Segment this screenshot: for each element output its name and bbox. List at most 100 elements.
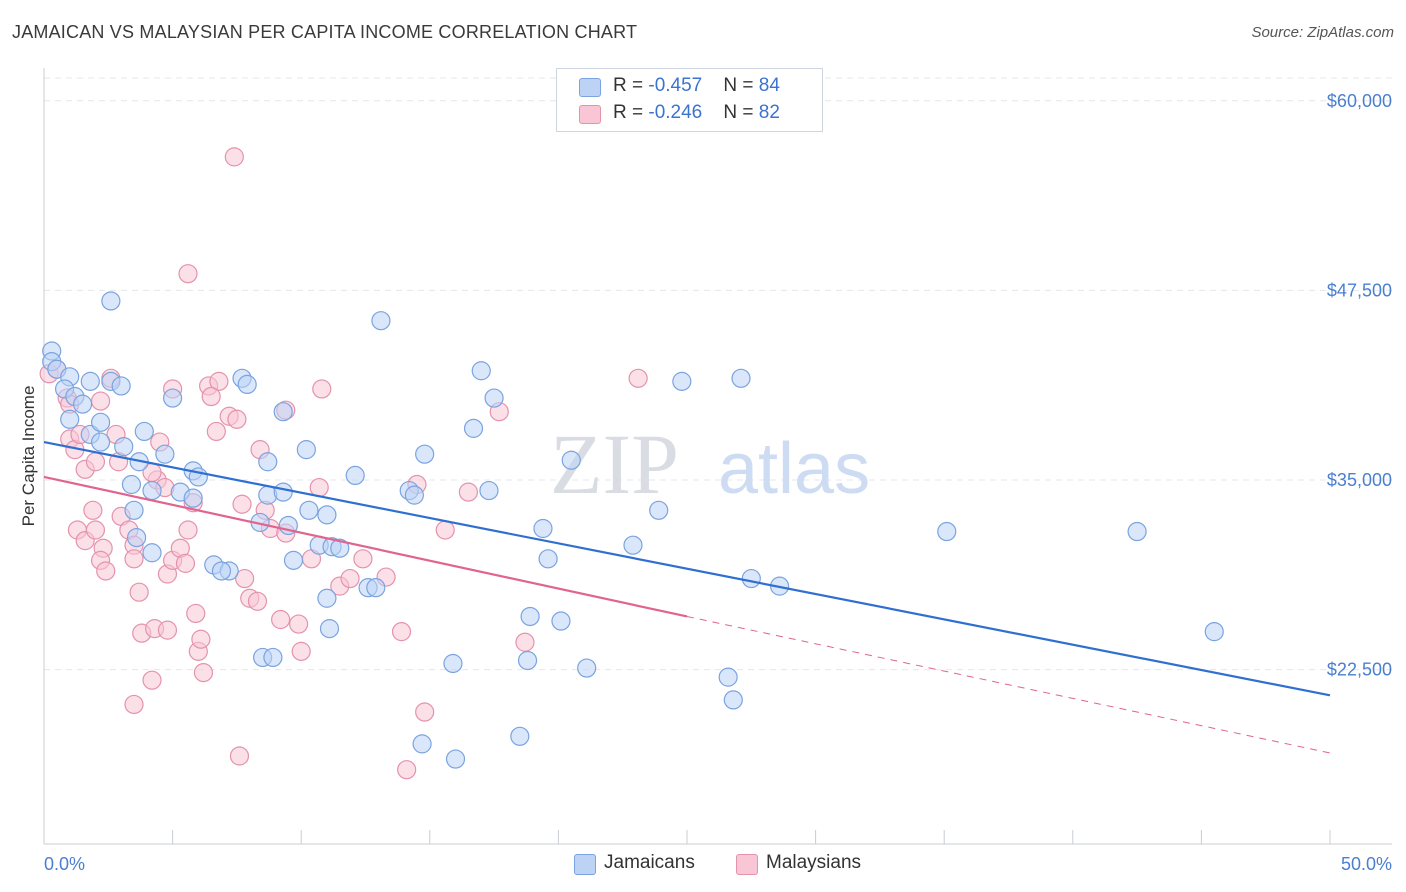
point-jamaicans: [443, 653, 463, 674]
point-malaysians: [124, 694, 144, 715]
trend-line-jamaicans: [43, 440, 1331, 697]
point-jamaicans: [111, 376, 131, 396]
source-label: Source: ZipAtlas.com: [1251, 24, 1394, 41]
legend-swatch-malaysians: [736, 854, 758, 875]
point-malaysians: [96, 561, 116, 581]
point-jamaicans: [445, 749, 466, 769]
legend-n-label: N =: [723, 75, 759, 96]
point-jamaicans: [471, 361, 491, 381]
point-jamaicans: [258, 452, 278, 472]
chart-title: JAMAICAN VS MALAYSIAN PER CAPITA INCOME …: [12, 22, 638, 42]
point-malaysians: [229, 746, 250, 766]
point-malaysians: [247, 591, 268, 611]
point-malaysians: [201, 386, 221, 407]
point-malaysians: [85, 452, 106, 472]
stats-legend: R = -0.457 N = 84 R = -0.246 N = 82: [556, 68, 823, 132]
point-malaysians: [157, 620, 178, 640]
point-malaysians: [312, 379, 332, 399]
point-malaysians: [309, 477, 329, 498]
x-tick-label-min: 0.0%: [44, 854, 85, 874]
point-malaysians: [458, 482, 478, 502]
point-jamaicans: [299, 500, 319, 520]
point-malaysians: [291, 641, 311, 661]
point-jamaicans: [142, 480, 162, 501]
point-malaysians: [515, 632, 535, 652]
point-jamaicans: [1204, 622, 1224, 642]
point-malaysians: [415, 702, 435, 722]
point-malaysians: [175, 553, 196, 573]
point-jamaicans: [561, 450, 581, 470]
point-jamaicans: [371, 311, 391, 331]
axis-labels: $22,500 $35,000 $47,500 $60,000 0.0% 50.0% Per…: [19, 91, 1392, 874]
point-jamaicans: [126, 527, 147, 548]
y-tick-label: $22,500: [1327, 660, 1392, 680]
point-malaysians: [191, 629, 211, 649]
point-jamaicans: [463, 418, 484, 438]
watermark-atlas: atlas: [718, 429, 870, 509]
series-malaysians: [39, 147, 648, 780]
point-malaysians: [83, 500, 103, 520]
point-jamaicans: [317, 588, 337, 608]
point-jamaicans: [366, 578, 386, 598]
point-jamaicans: [283, 550, 304, 570]
point-malaysians: [435, 520, 455, 540]
trend-line-malaysians: [43, 475, 688, 618]
point-jamaicans: [741, 568, 761, 589]
point-jamaicans: [101, 291, 121, 311]
point-jamaicans: [538, 549, 558, 569]
point-jamaicans: [114, 436, 134, 457]
point-malaysians: [353, 549, 373, 569]
legend-swatch-jamaicans: [579, 78, 601, 97]
point-jamaicans: [90, 432, 111, 452]
point-malaysians: [232, 494, 252, 514]
point-jamaicans: [183, 488, 203, 508]
point-jamaicans: [718, 667, 738, 687]
legend-n-value: 82: [758, 102, 780, 123]
point-jamaicans: [479, 480, 499, 501]
point-jamaicans: [142, 543, 162, 563]
point-malaysians: [178, 264, 198, 284]
point-jamaicans: [273, 482, 293, 502]
point-jamaicans: [273, 402, 293, 422]
point-malaysians: [209, 371, 229, 391]
point-jamaicans: [296, 440, 316, 460]
trend-lines: [43, 440, 1331, 754]
legend-label-jamaicans: Jamaicans: [604, 852, 695, 873]
point-jamaicans: [412, 734, 432, 754]
legend-swatch-malaysians: [579, 105, 601, 124]
legend-r-label: R =: [613, 75, 649, 96]
point-malaysians: [206, 421, 226, 442]
point-jamaicans: [649, 500, 669, 520]
point-malaysians: [186, 603, 206, 624]
point-malaysians: [397, 760, 417, 780]
point-malaysians: [85, 520, 106, 540]
legend-n-label: N =: [723, 102, 759, 123]
point-jamaicans: [345, 465, 365, 486]
point-jamaicans: [484, 388, 504, 408]
point-jamaicans: [577, 658, 597, 678]
legend-r-label: R =: [613, 102, 649, 123]
y-tick-label: $60,000: [1327, 91, 1392, 111]
point-malaysians: [235, 568, 255, 589]
point-jamaicans: [90, 412, 111, 432]
point-jamaicans: [415, 444, 435, 464]
point-jamaicans: [155, 444, 175, 464]
trend-line-malaysians-extension: [686, 615, 1331, 754]
point-jamaicans: [317, 505, 337, 525]
point-jamaicans: [330, 538, 350, 558]
point-jamaicans: [72, 394, 93, 414]
point-jamaicans: [672, 371, 692, 391]
point-jamaicans: [937, 521, 957, 542]
point-jamaicans: [80, 371, 100, 391]
axes: [43, 68, 1392, 845]
point-jamaicans: [237, 374, 257, 394]
point-malaysians: [391, 622, 412, 642]
x-tick-label-max: 50.0%: [1341, 854, 1392, 874]
legend-r-value: -0.246: [648, 102, 703, 123]
point-jamaicans: [520, 606, 540, 627]
point-malaysians: [178, 520, 198, 540]
point-malaysians: [124, 549, 144, 569]
watermark: ZIP atlas: [550, 416, 870, 512]
point-malaysians: [142, 670, 162, 690]
point-malaysians: [129, 582, 149, 602]
